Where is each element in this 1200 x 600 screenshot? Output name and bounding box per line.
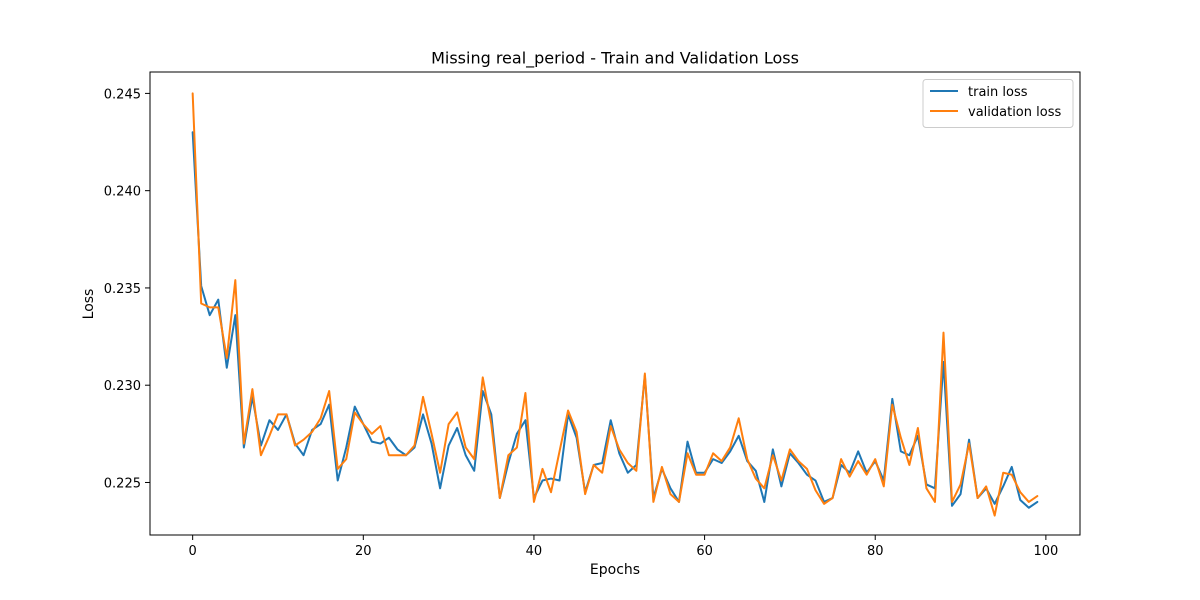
legend-box bbox=[922, 79, 1074, 128]
train-loss-line bbox=[191, 131, 1039, 509]
x-axis-label: Epochs bbox=[590, 562, 640, 578]
legend-label-validation: validation loss bbox=[968, 105, 1061, 120]
y-tick-label: 0.230 bbox=[104, 379, 141, 394]
y-tick-label: 0.240 bbox=[104, 185, 141, 200]
x-tick-label: 80 bbox=[867, 544, 884, 559]
x-axis: 0 20 40 60 80 100 bbox=[189, 535, 1058, 559]
x-tick-label: 60 bbox=[696, 544, 713, 559]
y-tick-label: 0.245 bbox=[104, 87, 141, 102]
y-tick-label: 0.235 bbox=[104, 282, 141, 297]
chart-title: Missing real_period - Train and Validati… bbox=[431, 49, 799, 69]
validation-loss-line bbox=[191, 92, 1039, 517]
plot-frame bbox=[149, 71, 1081, 536]
x-tick-label: 100 bbox=[1033, 544, 1058, 559]
x-tick-label: 40 bbox=[526, 544, 543, 559]
legend-label-train: train loss bbox=[968, 85, 1028, 100]
x-tick-label: 20 bbox=[355, 544, 372, 559]
x-tick-label: 0 bbox=[189, 544, 197, 559]
y-tick-label: 0.225 bbox=[104, 476, 141, 491]
legend: train loss validation loss bbox=[922, 79, 1074, 128]
y-axis: 0.225 0.230 0.235 0.240 0.245 bbox=[104, 87, 150, 491]
y-axis-label: Loss bbox=[81, 289, 97, 320]
series-group bbox=[191, 92, 1039, 517]
